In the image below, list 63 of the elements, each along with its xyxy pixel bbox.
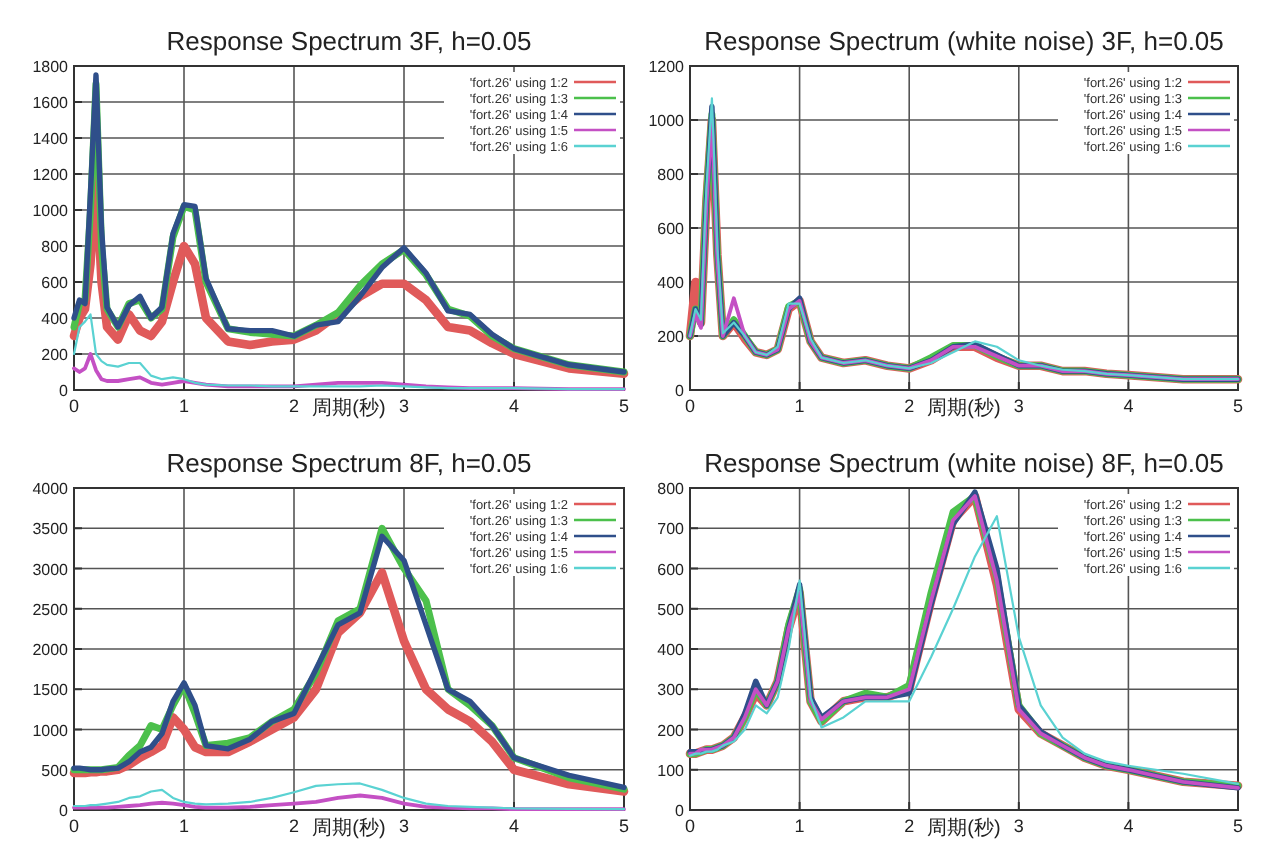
y-tick-label: 200 — [41, 346, 70, 364]
x-tick-label: 2 — [904, 396, 915, 416]
x-tick-label: 5 — [618, 396, 630, 416]
y-tick-label: 0 — [59, 382, 70, 400]
y-tick-label: 1000 — [32, 721, 70, 740]
y-tick-label: 400 — [657, 641, 686, 659]
x-tick-label: 1 — [794, 396, 805, 416]
y-tick-label: 1800 — [32, 58, 70, 76]
chart-title: Response Spectrum 3F, h=0.05 — [166, 26, 532, 56]
x-tick-label: 3 — [398, 396, 410, 416]
y-tick-label: 800 — [41, 238, 70, 256]
y-tick-label: 0 — [59, 802, 70, 820]
y-tick-label: 500 — [41, 761, 70, 780]
x-tick-label: 4 — [508, 396, 520, 416]
chart-title: Response Spectrum (white noise) 8F, h=0.05 — [704, 448, 1224, 478]
y-tick-label: 800 — [657, 166, 686, 184]
y-tick-label: 1000 — [648, 112, 686, 130]
y-tick-label: 1600 — [32, 94, 70, 112]
y-tick-label: 3000 — [32, 560, 70, 579]
y-tick-label: 300 — [657, 681, 686, 700]
y-tick-label: 600 — [657, 560, 686, 579]
x-axis-title: 周期(秒) — [927, 396, 1001, 420]
y-tick-label: 0 — [675, 382, 686, 400]
x-tick-label: 2 — [288, 396, 300, 416]
x-axis-title: 周期(秒) — [927, 816, 1001, 840]
y-tick-label: 3500 — [32, 520, 70, 539]
y-tick-label: 700 — [657, 520, 686, 539]
x-tick-label: 5 — [618, 816, 630, 836]
x-tick-label: 5 — [1232, 396, 1244, 416]
y-tick-label: 0 — [675, 802, 686, 820]
y-tick-label: 500 — [657, 600, 686, 619]
y-tick-label: 4000 — [32, 480, 70, 498]
x-tick-label: 4 — [1123, 396, 1134, 416]
x-tick-label: 5 — [1232, 816, 1244, 836]
y-tick-label: 600 — [41, 274, 70, 292]
y-tick-label: 800 — [657, 480, 686, 498]
x-axis-title: 周期(秒) — [312, 396, 386, 420]
y-tick-label: 1200 — [648, 58, 686, 76]
x-tick-label: 3 — [1013, 396, 1024, 416]
y-tick-label: 2500 — [32, 600, 70, 619]
y-tick-label: 1000 — [32, 202, 70, 220]
x-tick-label: 1 — [178, 396, 190, 416]
x-tick-label: 3 — [1013, 816, 1024, 836]
y-tick-label: 200 — [657, 721, 686, 740]
chart-title: Response Spectrum (white noise) 3F, h=0.05 — [704, 26, 1224, 56]
x-tick-label: 1 — [178, 816, 190, 836]
y-tick-label: 1400 — [32, 130, 70, 148]
x-tick-label: 1 — [794, 816, 805, 836]
y-tick-label: 1500 — [32, 681, 70, 700]
y-tick-label: 600 — [657, 220, 686, 238]
x-tick-label: 3 — [398, 816, 410, 836]
y-tick-label: 400 — [657, 274, 686, 292]
y-tick-label: 1200 — [32, 166, 70, 184]
y-tick-label: 400 — [41, 310, 70, 328]
x-tick-label: 2 — [904, 816, 915, 836]
x-tick-label: 4 — [508, 816, 520, 836]
x-axis-title: 周期(秒) — [312, 816, 386, 840]
y-tick-label: 200 — [657, 328, 686, 346]
x-tick-label: 2 — [288, 816, 300, 836]
y-tick-label: 100 — [657, 761, 686, 780]
chart-title: Response Spectrum 8F, h=0.05 — [166, 448, 532, 478]
y-tick-label: 2000 — [32, 641, 70, 659]
x-tick-label: 4 — [1123, 816, 1134, 836]
